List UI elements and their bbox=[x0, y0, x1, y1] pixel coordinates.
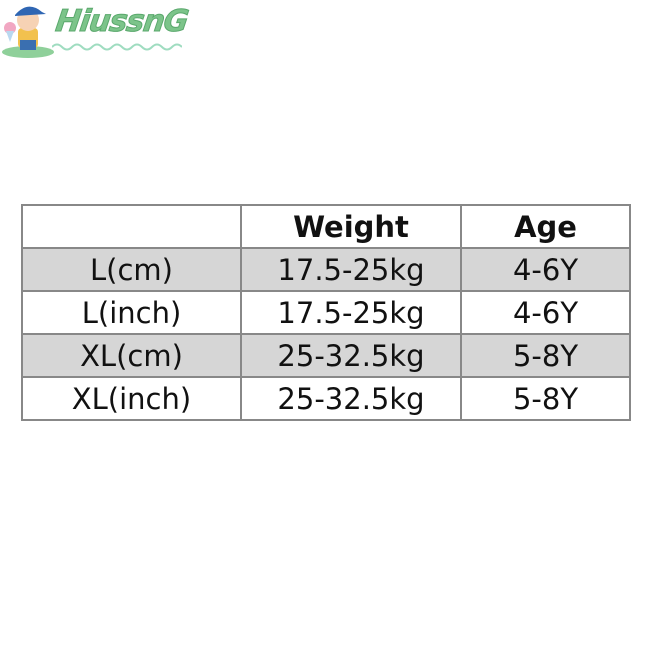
mascot-icon bbox=[2, 6, 54, 58]
age-cell: 4-6Y bbox=[460, 247, 631, 292]
size-chart-table: Weight Age L(cm) 17.5-25kg 4-6Y L(inch) … bbox=[21, 204, 631, 421]
wave-decoration bbox=[52, 43, 182, 51]
age-cell: 5-8Y bbox=[460, 333, 631, 378]
weight-cell: 17.5-25kg bbox=[240, 290, 462, 335]
table-row: L(inch) 17.5-25kg 4-6Y bbox=[21, 290, 631, 335]
size-cell: XL(inch) bbox=[21, 376, 242, 421]
weight-cell: 17.5-25kg bbox=[240, 247, 462, 292]
header-weight: Weight bbox=[240, 204, 462, 249]
table-header-row: Weight Age bbox=[21, 204, 631, 249]
header-size bbox=[21, 204, 242, 249]
age-cell: 4-6Y bbox=[460, 290, 631, 335]
weight-cell: 25-32.5kg bbox=[240, 376, 462, 421]
age-cell: 5-8Y bbox=[460, 376, 631, 421]
brand-logo: HiussnG bbox=[0, 0, 190, 58]
size-cell: L(cm) bbox=[21, 247, 242, 292]
weight-cell: 25-32.5kg bbox=[240, 333, 462, 378]
size-cell: L(inch) bbox=[21, 290, 242, 335]
size-cell: XL(cm) bbox=[21, 333, 242, 378]
header-age: Age bbox=[460, 204, 631, 249]
logo-text: HiussnG bbox=[53, 4, 190, 40]
table-row: L(cm) 17.5-25kg 4-6Y bbox=[21, 247, 631, 292]
table-row: XL(cm) 25-32.5kg 5-8Y bbox=[21, 333, 631, 378]
table-row: XL(inch) 25-32.5kg 5-8Y bbox=[21, 376, 631, 421]
